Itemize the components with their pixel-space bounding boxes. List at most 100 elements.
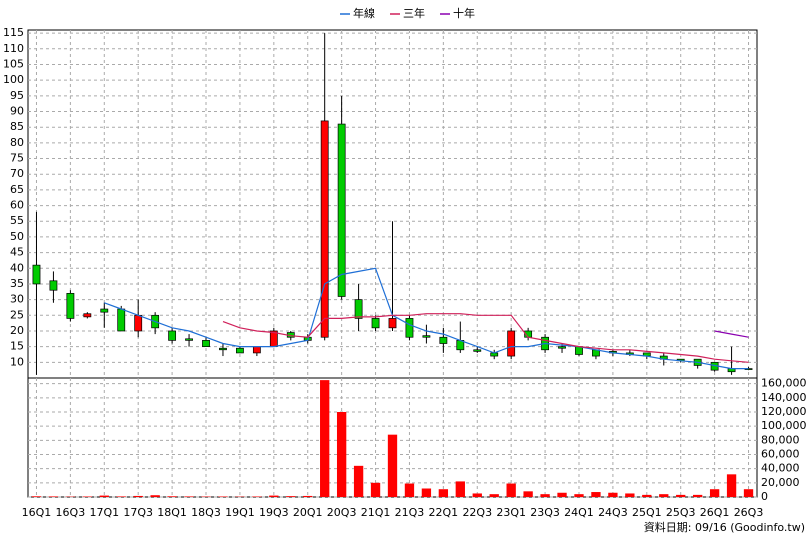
volume-bar: [540, 494, 550, 497]
volume-bar: [286, 496, 296, 497]
y-tick-label: 35: [10, 277, 24, 290]
legend-label: 年線: [353, 6, 375, 20]
volume-bar: [269, 495, 279, 497]
volume-bar: [133, 495, 143, 497]
ma-line: [222, 313, 749, 363]
volume-bar: [676, 494, 686, 497]
candle-body: [202, 340, 210, 347]
x-tick-label: 16Q3: [56, 506, 86, 519]
ma-line: [104, 267, 749, 370]
y-tick-label: 60: [10, 199, 24, 212]
volume-bar: [726, 474, 737, 497]
x-tick-label: 17Q3: [123, 506, 153, 519]
y-tick-label: 115: [3, 26, 24, 39]
y-tick-label: 15: [10, 340, 24, 353]
candle-body: [100, 308, 109, 313]
candle-body: [49, 280, 58, 291]
candle-body: [388, 318, 397, 329]
y-tick-label: 70: [10, 167, 24, 180]
y2-tick-label: 80,000: [761, 433, 800, 446]
candle-body: [168, 330, 177, 341]
volume-bar: [523, 491, 533, 497]
volume-bar: [370, 482, 381, 497]
source-note: 資料日期: 09/16 (Goodinfo.tw): [644, 520, 805, 534]
volume-bar: [693, 494, 703, 497]
ma-line: [714, 330, 749, 338]
y-tick-label: 20: [10, 324, 24, 337]
volume-bar: [608, 492, 618, 497]
x-tick-label: 16Q1: [22, 506, 52, 519]
y2-tick-label: 0: [761, 490, 768, 503]
y-tick-label: 40: [10, 261, 24, 274]
y-tick-label: 75: [10, 152, 24, 165]
candle-body: [252, 346, 261, 354]
candle-body: [337, 123, 346, 297]
y2-tick-label: 120,000: [761, 405, 807, 418]
volume-bar: [404, 483, 415, 497]
candle-body: [422, 335, 431, 338]
x-tick-label: 20Q3: [327, 506, 357, 519]
x-tick-label: 21Q1: [361, 506, 391, 519]
y-tick-label: 45: [10, 246, 24, 259]
volume-bar: [150, 495, 160, 497]
x-tick-label: 23Q1: [496, 506, 526, 519]
volume-bar: [506, 483, 516, 497]
x-tick-label: 19Q1: [225, 506, 255, 519]
volume-bar: [591, 492, 601, 497]
x-tick-label: 21Q3: [395, 506, 425, 519]
y-tick-label: 110: [3, 42, 24, 55]
x-tick-label: 23Q3: [530, 506, 560, 519]
y-tick-label: 80: [10, 136, 24, 149]
volume-bar: [387, 434, 398, 497]
candle-body: [354, 299, 363, 319]
y-tick-label: 85: [10, 120, 24, 133]
x-tick-label: 25Q1: [632, 506, 662, 519]
candle-body: [32, 264, 41, 285]
y2-tick-label: 160,000: [761, 377, 807, 390]
x-tick-label: 20Q1: [293, 506, 323, 519]
candle-body: [507, 330, 516, 357]
candle-body: [236, 347, 244, 354]
volume-bar: [303, 495, 313, 497]
volume-bar: [709, 489, 720, 497]
volume-bar: [320, 380, 330, 497]
volume-bar: [421, 488, 432, 497]
candle-body: [439, 336, 448, 344]
y2-tick-label: 60,000: [761, 448, 800, 461]
x-tick-label: 24Q1: [564, 506, 594, 519]
volume-bar: [116, 496, 126, 497]
x-tick-label: 22Q3: [462, 506, 492, 519]
candle-body: [117, 308, 126, 332]
legend-label: 十年: [453, 6, 475, 20]
x-tick-label: 18Q1: [157, 506, 187, 519]
y-tick-label: 50: [10, 230, 24, 243]
x-tick-label: 17Q1: [89, 506, 119, 519]
volume-bar: [625, 493, 635, 497]
x-tick-label: 25Q3: [666, 506, 696, 519]
candle-body: [320, 120, 329, 338]
x-tick-label: 18Q3: [191, 506, 221, 519]
volume-bar: [167, 496, 177, 497]
y-tick-label: 55: [10, 214, 24, 227]
y2-tick-label: 100,000: [761, 419, 807, 432]
volume-bar: [99, 495, 109, 497]
volume-bar: [48, 496, 59, 497]
x-tick-label: 26Q3: [734, 506, 764, 519]
candle-body: [83, 313, 92, 318]
x-tick-label: 24Q3: [598, 506, 628, 519]
legend-label: 三年: [403, 6, 425, 20]
y-tick-label: 30: [10, 293, 24, 306]
y-tick-label: 65: [10, 183, 24, 196]
volume-bar: [659, 494, 669, 497]
volume-bar: [489, 494, 499, 497]
candle-body: [185, 338, 193, 341]
y2-tick-label: 20,000: [761, 476, 800, 489]
candle-body: [66, 293, 75, 319]
y-tick-label: 105: [3, 57, 24, 70]
volume-bar: [31, 496, 42, 497]
volume-bar: [557, 492, 567, 497]
y-tick-label: 95: [10, 89, 24, 102]
y-tick-label: 90: [10, 105, 24, 118]
